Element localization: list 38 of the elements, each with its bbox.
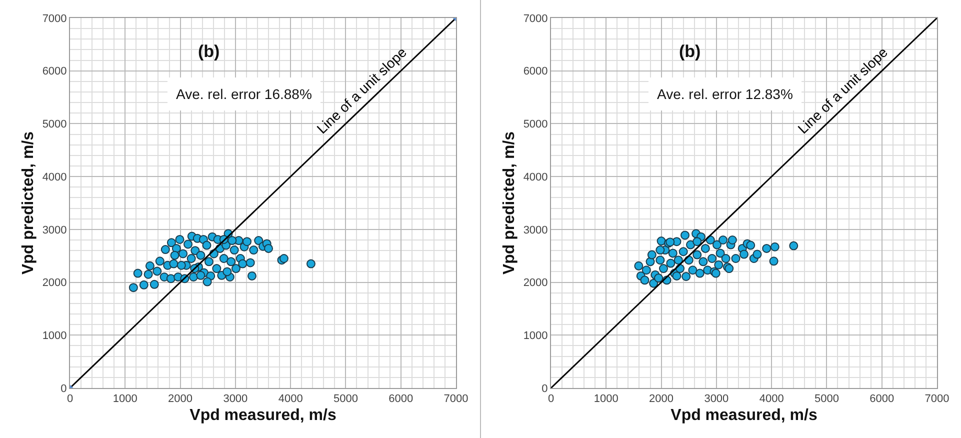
x-tick-label: 4000 — [278, 393, 303, 406]
y-tick-label: 7000 — [42, 12, 67, 25]
y-tick-label: 7000 — [523, 12, 548, 25]
x-axis-title: Vpd measured, m/s — [670, 406, 818, 424]
x-tick-label: 3000 — [704, 393, 729, 406]
x-tick-label: 5000 — [814, 393, 839, 406]
x-tick-label: 7000 — [924, 393, 950, 406]
y-axis-title: Vpd predicted, m/s — [20, 131, 38, 275]
x-tick-label: 4000 — [759, 393, 784, 406]
y-tick-label: 3000 — [42, 224, 67, 236]
y-axis-title: Vpd predicted, m/s — [501, 131, 518, 275]
y-tick-label: 0 — [60, 382, 67, 395]
annotation: (b) — [198, 42, 220, 61]
y-tick-label: 3000 — [523, 224, 548, 236]
y-tick-label: 6000 — [523, 66, 548, 78]
x-tick-label: 2000 — [649, 393, 674, 406]
x-axis-title: Vpd measured, m/s — [190, 406, 336, 424]
x-tick-label: 2000 — [168, 393, 193, 406]
annotation: (b) — [679, 42, 701, 61]
y-tick-label: 2000 — [523, 277, 548, 290]
annotation: Ave. rel. error 16.88% — [176, 86, 312, 102]
y-tick-label: 0 — [542, 382, 548, 395]
x-tick-label: 6000 — [388, 393, 414, 406]
x-tick-label: 1000 — [112, 393, 138, 406]
y-tick-label: 6000 — [42, 66, 67, 78]
y-tick-label: 4000 — [523, 171, 548, 184]
y-tick-label: 4000 — [42, 171, 67, 184]
y-tick-label: 2000 — [42, 277, 67, 290]
x-tick-label: 3000 — [223, 393, 248, 406]
y-tick-label: 5000 — [523, 118, 548, 131]
y-tick-label: 5000 — [42, 118, 67, 131]
annotation: Ave. rel. error 12.83% — [657, 86, 793, 102]
y-tick-label: 1000 — [523, 330, 548, 342]
x-tick-label: 6000 — [870, 393, 894, 406]
x-tick-label: 5000 — [333, 393, 358, 406]
y-tick-label: 1000 — [42, 330, 67, 342]
x-tick-label: 7000 — [444, 393, 468, 406]
x-tick-label: 1000 — [594, 393, 618, 406]
